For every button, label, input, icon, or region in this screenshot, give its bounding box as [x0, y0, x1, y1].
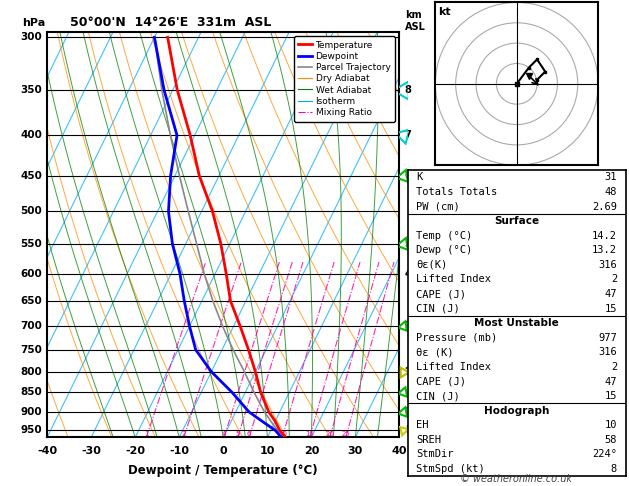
Text: km
ASL: km ASL: [404, 10, 426, 32]
Text: 700: 700: [20, 321, 42, 331]
Text: CIN (J): CIN (J): [416, 391, 460, 401]
Text: PW (cm): PW (cm): [416, 202, 460, 211]
Text: Lifted Index: Lifted Index: [416, 275, 491, 284]
Text: 2.69: 2.69: [592, 202, 617, 211]
Text: SREH: SREH: [416, 435, 442, 445]
Text: Totals Totals: Totals Totals: [416, 187, 498, 197]
Text: LCL: LCL: [404, 425, 425, 435]
Text: 48: 48: [604, 187, 617, 197]
Text: 450: 450: [20, 171, 42, 181]
Text: Dewp (°C): Dewp (°C): [416, 245, 472, 255]
Text: 15: 15: [305, 432, 314, 437]
Text: 15: 15: [604, 391, 617, 401]
Text: Dewpoint / Temperature (°C): Dewpoint / Temperature (°C): [128, 464, 318, 477]
Text: 900: 900: [20, 407, 42, 417]
Text: hPa: hPa: [23, 17, 46, 28]
Text: 2: 2: [611, 275, 617, 284]
Text: 8: 8: [611, 464, 617, 474]
Text: Temp (°C): Temp (°C): [416, 231, 472, 241]
Text: 550: 550: [20, 239, 42, 249]
Text: Lifted Index: Lifted Index: [416, 362, 491, 372]
Text: 47: 47: [604, 377, 617, 386]
Text: CIN (J): CIN (J): [416, 304, 460, 313]
Text: 6: 6: [404, 171, 411, 181]
Text: 13.2: 13.2: [592, 245, 617, 255]
Text: Surface: Surface: [494, 216, 539, 226]
Text: 15: 15: [604, 304, 617, 313]
Text: Mixing Ratio (g/kg): Mixing Ratio (g/kg): [421, 182, 431, 287]
Text: 400: 400: [20, 130, 42, 140]
Text: 316: 316: [598, 260, 617, 270]
Text: 25: 25: [342, 432, 350, 437]
Text: kt: kt: [438, 7, 451, 17]
Text: 0: 0: [220, 446, 227, 455]
Text: 600: 600: [20, 269, 42, 278]
Text: 5: 5: [404, 239, 411, 249]
Text: 2: 2: [611, 362, 617, 372]
Text: EH: EH: [416, 420, 429, 430]
Text: 40: 40: [392, 446, 407, 455]
Text: 2: 2: [182, 432, 186, 437]
Text: 10: 10: [604, 420, 617, 430]
Text: 8: 8: [404, 85, 411, 95]
Text: 4: 4: [404, 269, 411, 278]
Text: StmSpd (kt): StmSpd (kt): [416, 464, 485, 474]
Text: 350: 350: [20, 85, 42, 95]
Text: 10: 10: [278, 432, 287, 437]
Text: CAPE (J): CAPE (J): [416, 289, 466, 299]
Text: 750: 750: [20, 345, 42, 355]
Text: 500: 500: [20, 207, 42, 216]
Text: 224°: 224°: [592, 450, 617, 459]
Text: 10: 10: [260, 446, 275, 455]
Text: 950: 950: [20, 425, 42, 435]
Text: CAPE (J): CAPE (J): [416, 377, 466, 386]
Text: 5: 5: [236, 432, 240, 437]
Text: θε(K): θε(K): [416, 260, 448, 270]
Text: 14.2: 14.2: [592, 231, 617, 241]
Text: K: K: [416, 173, 423, 182]
Text: 58: 58: [604, 435, 617, 445]
Text: 2: 2: [404, 367, 411, 377]
Text: 4: 4: [222, 432, 226, 437]
Text: -20: -20: [125, 446, 145, 455]
Text: Hodograph: Hodograph: [484, 406, 549, 416]
Text: 300: 300: [20, 33, 42, 42]
Text: Pressure (mb): Pressure (mb): [416, 333, 498, 343]
Text: -30: -30: [81, 446, 101, 455]
Text: © weatheronline.co.uk: © weatheronline.co.uk: [460, 473, 572, 484]
Text: θε (K): θε (K): [416, 347, 454, 357]
Text: 3: 3: [404, 321, 411, 331]
Text: -40: -40: [37, 446, 57, 455]
Title: 50°00'N  14°26'E  331m  ASL: 50°00'N 14°26'E 331m ASL: [70, 16, 271, 29]
Text: 1: 1: [404, 407, 411, 417]
Text: 31: 31: [604, 173, 617, 182]
Text: 7: 7: [404, 130, 411, 140]
Text: Most Unstable: Most Unstable: [474, 318, 559, 328]
Text: 800: 800: [20, 367, 42, 377]
Text: 650: 650: [20, 296, 42, 306]
Text: StmDir: StmDir: [416, 450, 454, 459]
Text: 20: 20: [304, 446, 319, 455]
Text: 316: 316: [598, 347, 617, 357]
Text: 30: 30: [348, 446, 363, 455]
Text: 977: 977: [598, 333, 617, 343]
Text: 850: 850: [20, 387, 42, 398]
Text: 47: 47: [604, 289, 617, 299]
Text: 20: 20: [325, 432, 335, 437]
Text: 6: 6: [247, 432, 252, 437]
Text: -10: -10: [169, 446, 189, 455]
Legend: Temperature, Dewpoint, Parcel Trajectory, Dry Adiabat, Wet Adiabat, Isotherm, Mi: Temperature, Dewpoint, Parcel Trajectory…: [294, 36, 395, 122]
Text: 1: 1: [144, 432, 148, 437]
